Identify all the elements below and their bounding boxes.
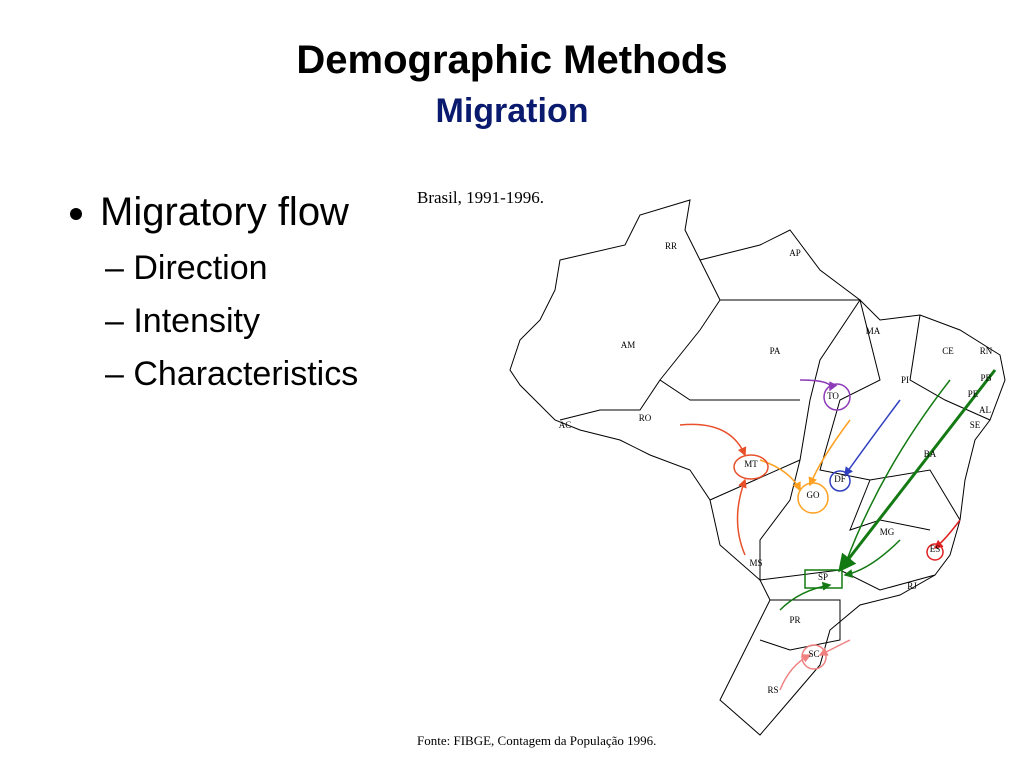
state-label: CE xyxy=(942,346,954,356)
state-label: PA xyxy=(770,346,781,356)
node xyxy=(733,454,769,480)
state-label: RS xyxy=(767,685,778,695)
state-label: MT xyxy=(744,459,758,469)
node xyxy=(801,644,827,670)
node xyxy=(797,482,829,514)
flow-arrow xyxy=(838,369,997,573)
state-label: DF xyxy=(834,474,846,484)
state-label: RJ xyxy=(907,581,917,591)
node xyxy=(829,470,851,492)
flow-arrow xyxy=(844,399,901,477)
country-outline xyxy=(509,199,1006,736)
state-label: MG xyxy=(880,527,895,537)
state-label: PB xyxy=(980,373,991,383)
state-label: RR xyxy=(665,241,677,251)
state-label: ES xyxy=(930,544,941,554)
flow-arrow xyxy=(736,478,747,556)
state-border xyxy=(909,314,991,421)
state-label: PR xyxy=(789,615,800,625)
state-label: AM xyxy=(621,340,636,350)
sub-bullet: – Intensity xyxy=(105,302,260,340)
node xyxy=(804,569,843,589)
flow-arrow xyxy=(933,519,961,549)
state-label: MA xyxy=(866,326,881,336)
sub-bullet: – Direction xyxy=(105,249,268,287)
state-border xyxy=(759,599,841,651)
state-label: SE xyxy=(970,420,981,430)
flow-arrow xyxy=(808,419,851,487)
state-label: SP xyxy=(818,572,828,582)
flow-arrow xyxy=(843,539,901,578)
flow-arrow xyxy=(843,379,951,567)
state-label: SC xyxy=(808,649,819,659)
sub-list: – Direction – Intensity – Characteristic… xyxy=(60,249,358,394)
state-label: AC xyxy=(559,420,572,430)
title: Demographic Methods xyxy=(296,38,728,82)
flow-arrow xyxy=(759,459,801,492)
flow-arrows xyxy=(679,369,997,691)
state-label: RO xyxy=(639,413,652,423)
flow-arrow xyxy=(799,379,838,392)
state-border xyxy=(759,459,936,591)
bullet: Migratory flow xyxy=(100,190,358,235)
state-label: RN xyxy=(980,346,993,356)
sub-bullet: – Characteristics xyxy=(105,355,359,393)
bullets: Migratory flow – Direction – Intensity –… xyxy=(60,190,358,394)
state-label: PE xyxy=(968,389,979,399)
subtitle: Migration xyxy=(435,92,589,130)
state-border xyxy=(849,479,931,531)
flow-arrow xyxy=(779,654,812,691)
bullet-list: Migratory flow xyxy=(60,190,358,235)
node xyxy=(926,543,944,561)
flow-arrow xyxy=(679,423,747,457)
state-label: GO xyxy=(807,490,820,500)
map-borders xyxy=(509,199,1006,736)
state-label: AP xyxy=(789,248,801,258)
state-label: MS xyxy=(749,558,762,568)
flow-arrow xyxy=(779,581,832,611)
state-label: TO xyxy=(827,391,839,401)
map-source: Fonte: FIBGE, Contagem da População 1996… xyxy=(417,733,656,748)
flow-arrow xyxy=(818,639,851,656)
state-border xyxy=(659,379,800,401)
state-label: BA xyxy=(924,449,937,459)
node xyxy=(823,383,851,411)
state-border xyxy=(559,259,721,421)
map-caption: Brasil, 1991-1996. xyxy=(417,188,544,207)
state-border xyxy=(819,299,961,521)
state-label: PI xyxy=(901,375,909,385)
state-label: AL xyxy=(979,405,991,415)
